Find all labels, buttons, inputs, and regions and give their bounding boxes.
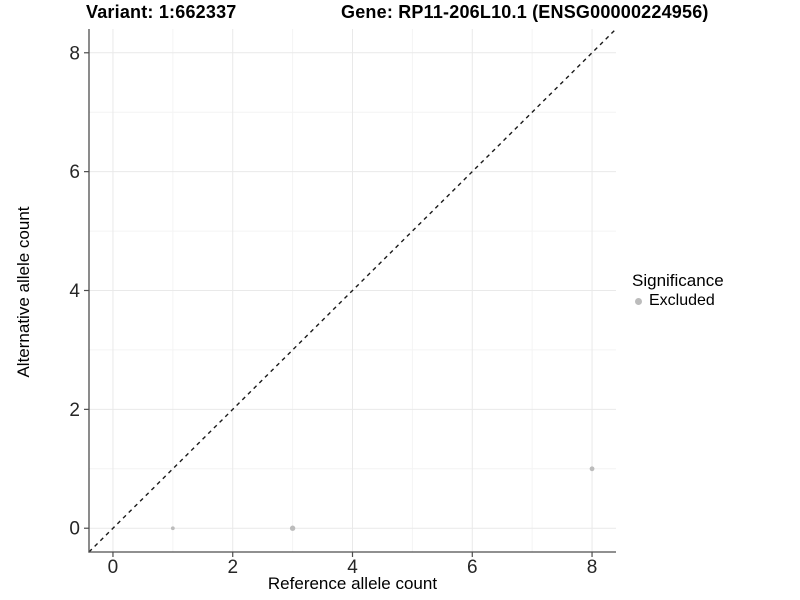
x-axis-title: Reference allele count xyxy=(267,574,438,593)
y-tick-label: 8 xyxy=(69,43,80,64)
legend-title: Significance xyxy=(632,271,724,290)
data-point xyxy=(589,466,595,472)
data-point xyxy=(289,525,296,531)
legend-entry-excluded: Excluded xyxy=(630,292,724,310)
tick-labels: 0 2 4 6 8 0 2 4 6 8 xyxy=(69,43,597,578)
identity-dashed-line xyxy=(88,28,617,553)
y-axis-title: Alternative allele count xyxy=(14,206,33,378)
x-tick-label: 0 xyxy=(108,557,119,578)
x-tick-label: 8 xyxy=(587,557,598,578)
identity-line xyxy=(88,28,617,553)
tick-marks xyxy=(84,52,593,557)
y-tick-label: 6 xyxy=(69,162,80,183)
y-tick-label: 0 xyxy=(69,519,80,540)
gene-title: Gene: RP11-206L10.1 (ENSG00000224956) xyxy=(341,2,709,22)
x-tick-label: 6 xyxy=(467,557,478,578)
x-tick-label: 4 xyxy=(347,557,358,578)
y-tick-label: 4 xyxy=(69,281,80,302)
x-tick-label: 2 xyxy=(227,557,238,578)
data-points xyxy=(170,466,595,531)
legend-entry-label: Excluded xyxy=(649,292,715,309)
legend: Significance Excluded xyxy=(630,271,724,310)
variant-title: Variant: 1:662337 xyxy=(86,2,237,22)
data-point xyxy=(170,526,175,531)
y-tick-label: 2 xyxy=(69,400,80,421)
excluded-point-icon xyxy=(634,297,642,305)
legend-key xyxy=(630,293,646,309)
